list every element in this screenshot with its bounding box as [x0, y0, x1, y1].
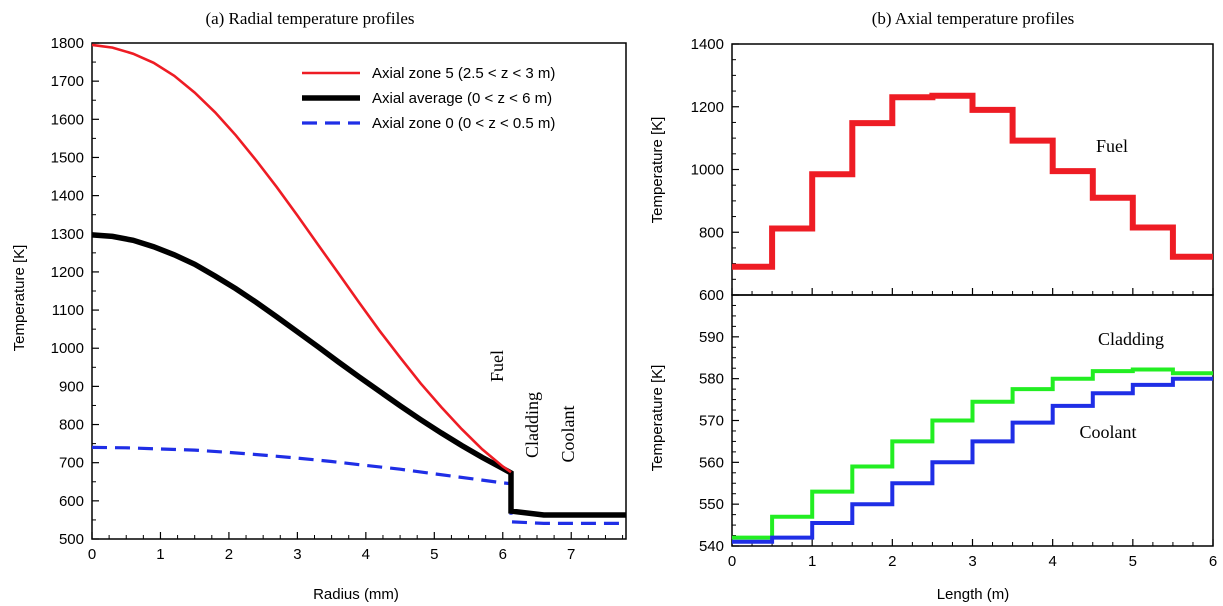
- axial-x-tick-label: 4: [1048, 553, 1056, 570]
- axial-y-tick-label: 800: [699, 224, 724, 241]
- axial-clad-coolant-panel: 540 550 560 570 580 590 0 1 2 3 4 5 6: [699, 294, 1217, 570]
- radial-x-tick-label: 1: [156, 546, 164, 563]
- radial-y-tick-label: 900: [59, 378, 84, 395]
- axial-y-tick-label: 1000: [691, 162, 724, 179]
- region-label-fuel: Fuel: [487, 350, 507, 382]
- axial-x-axis-label: Length (m): [937, 586, 1010, 603]
- region-label-coolant: Coolant: [558, 406, 578, 463]
- radial-series-line-axial-zone-0: [91, 445, 626, 526]
- axial-step-line-coolant: [732, 376, 1213, 544]
- radial-x-tick-label: 2: [225, 546, 233, 563]
- axial-x-tick-label: 6: [1209, 553, 1217, 570]
- axial-step-line-fuel: [732, 92, 1213, 270]
- axial-x-tick-label: 2: [888, 553, 896, 570]
- axial-y-tick-label: 590: [699, 329, 724, 346]
- radial-chart: (a) Radial temperature profiles 0 1 2 3 4 5 6 7…: [11, 9, 627, 603]
- axial-top-y-axis-label: Temperature [K]: [649, 117, 666, 224]
- radial-x-tick-label: 7: [567, 546, 575, 563]
- axial-fuel-panel: 600 800 1000 1200 1400: [691, 36, 1214, 304]
- radial-y-tick-label: 800: [59, 417, 84, 434]
- axial-y-tick-label: 600: [699, 287, 724, 304]
- radial-y-axis-label: Temperature [K]: [11, 245, 28, 352]
- legend-label: Axial zone 0 (0 < z < 0.5 m): [372, 115, 555, 132]
- radial-x-tick-label: 6: [499, 546, 507, 563]
- radial-x-tick-label: 4: [362, 546, 370, 563]
- series-label-coolant: Coolant: [1080, 422, 1137, 442]
- radial-x-tick-label: 5: [430, 546, 438, 563]
- radial-legend: Axial zone 5 (2.5 < z < 3 m) Axial averag…: [302, 65, 555, 132]
- axial-panel-frame: [731, 43, 1214, 296]
- legend-label: Axial average (0 < z < 6 m): [372, 90, 552, 107]
- series-label-fuel: Fuel: [1096, 136, 1128, 156]
- radial-y-tick-label: 1300: [51, 226, 84, 243]
- series-label-cladding: Cladding: [1098, 329, 1164, 349]
- axial-x-tick-label: 0: [728, 553, 736, 570]
- radial-y-tick-label: 1400: [51, 188, 84, 205]
- radial-y-tick-label: 1100: [52, 302, 84, 319]
- radial-x-tick-label: 0: [88, 546, 96, 563]
- radial-y-tick-label: 1600: [51, 111, 84, 128]
- region-label-cladding: Cladding: [522, 392, 542, 458]
- axial-chart: (b) Axial temperature profiles 600 800 100…: [649, 9, 1217, 603]
- radial-y-tick-label: 600: [59, 493, 84, 510]
- radial-axes: 0 1 2 3 4 5 6 7 500 600 700 800 900 1000 1100 1200 1300 1…: [51, 35, 627, 563]
- axial-bottom-y-axis-label: Temperature [K]: [649, 365, 666, 472]
- axial-chart-title: (b) Axial temperature profiles: [872, 9, 1075, 28]
- axial-y-tick-label: 560: [699, 454, 724, 471]
- axial-y-tick-label: 540: [699, 538, 724, 555]
- radial-y-tick-label: 700: [59, 455, 84, 472]
- radial-y-tick-label: 1800: [51, 35, 84, 52]
- axial-y-tick-label: 570: [699, 413, 724, 430]
- radial-chart-title: (a) Radial temperature profiles: [205, 9, 414, 28]
- axial-y-tick-label: 580: [699, 371, 724, 388]
- legend-label: Axial zone 5 (2.5 < z < 3 m): [372, 65, 555, 82]
- radial-y-tick-label: 1200: [51, 264, 84, 281]
- radial-x-tick-label: 3: [293, 546, 301, 563]
- axial-x-tick-label: 1: [808, 553, 816, 570]
- radial-y-tick-label: 1500: [51, 149, 84, 166]
- radial-series-line-axial-zone-5: [91, 43, 512, 474]
- axial-x-tick-label: 5: [1129, 553, 1137, 570]
- radial-y-tick-label: 1700: [51, 73, 84, 90]
- axial-step-line-cladding: [732, 367, 1213, 540]
- radial-series-line-axial-average: [91, 232, 626, 518]
- axial-x-tick-label: 3: [968, 553, 976, 570]
- radial-y-tick-label: 1000: [51, 340, 84, 357]
- radial-x-axis-label: Radius (mm): [313, 586, 399, 603]
- axial-y-tick-label: 1400: [691, 36, 724, 53]
- axial-y-tick-label: 550: [699, 496, 724, 513]
- radial-series: [91, 43, 626, 526]
- axial-y-tick-label: 1200: [691, 99, 724, 116]
- radial-y-tick-label: 500: [59, 531, 84, 548]
